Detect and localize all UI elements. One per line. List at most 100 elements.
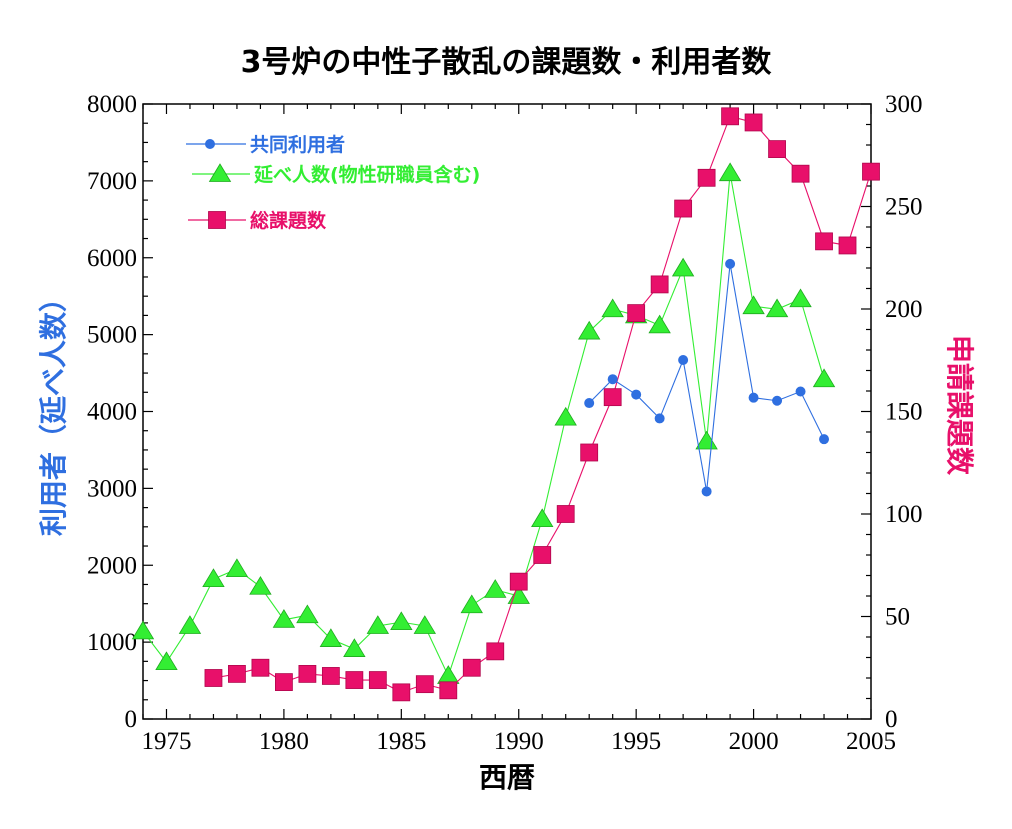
y-left-tick-label: 4000 [87,399,137,426]
x-tick-label: 2005 [846,728,896,755]
legend-marker-triangle [208,163,232,182]
data-point-square [838,236,857,255]
data-point-triangle [577,320,601,340]
legend-item: 延べ人数(物性研職員含む) [192,163,480,186]
left-y-axis-ticks: 0 1000 2000 3000 4000 5000 6000 7000 8000 [87,91,153,733]
legend-label: 総課題数 [250,209,327,232]
data-point-triangle [155,651,178,671]
data-point-square [556,505,575,523]
data-point-triangle [131,620,155,640]
data-point-square [321,667,340,685]
data-point-square [650,275,669,294]
data-point-triangle [413,615,437,634]
data-point-square [744,113,763,132]
y-left-tick-label: 7000 [87,168,137,195]
y-right-tick-label: 100 [885,501,923,528]
x-tick-label: 1995 [611,728,661,755]
y-left-tick-label: 2000 [87,552,137,579]
data-point-circle [819,434,830,445]
legend-item: 総課題数 [188,209,327,232]
data-point-triangle [789,288,812,308]
data-point-square [345,671,364,689]
data-point-triangle [531,508,554,528]
data-point-triangle [178,615,202,634]
data-point-square [862,162,880,181]
data-point-triangle [272,609,296,628]
data-point-square [697,168,716,187]
series-layer [131,107,880,702]
x-tick-label: 1975 [141,728,191,755]
legend-label: 共同利用者 [250,134,345,156]
left-y-axis-label: 利用者（延べ人数） [37,284,70,536]
data-point-square [439,681,458,700]
data-point-square [791,164,810,183]
data-point-triangle [366,615,390,634]
data-point-square [392,683,411,702]
series-line-square [213,115,872,693]
data-point-square [509,572,528,591]
data-point-square [462,658,481,677]
data-point-square [251,658,270,677]
data-point-triangle [225,558,249,577]
x-axis-label: 西暦 [479,761,535,794]
data-point-triangle [249,575,272,595]
y-right-tick-label: 250 [885,194,923,221]
data-point-triangle [812,368,836,388]
data-point-square [275,673,293,691]
legend-item: 共同利用者 [186,134,345,156]
data-point-triangle [718,162,742,182]
data-point-triangle [343,638,366,657]
data-point-square [298,665,317,683]
y-left-tick-label: 8000 [87,91,137,118]
data-point-circle [678,354,689,365]
data-point-triangle [390,611,413,631]
data-point-square [768,140,786,159]
data-point-square [580,443,599,462]
y-left-tick-label: 3000 [87,475,137,502]
data-point-circle [701,486,712,497]
data-point-square [721,107,739,126]
series-line-circle [588,263,825,492]
data-point-triangle [554,406,577,426]
y-left-tick-label: 1000 [87,629,137,656]
series-line-triangle [142,173,825,678]
y-right-tick-label: 0 [885,706,898,733]
y-right-tick-label: 200 [885,296,923,323]
data-point-circle [584,398,595,409]
data-point-square [627,304,646,323]
series-square [204,107,880,702]
data-point-circle [795,386,806,397]
data-point-circle [607,374,618,385]
data-point-triangle [202,568,225,587]
data-point-triangle [296,604,319,624]
data-point-triangle [437,665,460,684]
data-point-square [603,388,622,407]
series-circle [584,258,830,497]
data-point-square [204,669,223,687]
y-right-tick-label: 300 [885,91,923,118]
x-tick-label: 1990 [494,728,544,755]
data-point-triangle [484,579,507,598]
plot-frame [142,103,872,720]
data-point-circle [631,389,642,400]
y-left-tick-label: 5000 [87,322,137,349]
y-right-tick-label: 150 [885,399,923,426]
data-point-triangle [601,298,624,318]
legend-marker-square [208,211,226,229]
legend-label: 延べ人数(物性研職員含む) [253,163,480,186]
data-point-circle [725,258,736,269]
x-tick-label: 1985 [376,728,426,755]
data-point-triangle [319,628,343,647]
y-left-tick-label: 6000 [87,245,137,272]
data-point-square [415,675,434,694]
data-point-circle [748,392,759,403]
data-point-triangle [742,295,765,315]
x-tick-label: 2000 [729,728,779,755]
data-point-square [228,665,246,683]
chart-title: 3号炉の中性子散乱の課題数・利用者数 [241,45,773,80]
data-point-triangle [695,430,718,450]
axes [142,103,872,720]
right-y-axis-label: 申請課題数 [943,335,976,476]
